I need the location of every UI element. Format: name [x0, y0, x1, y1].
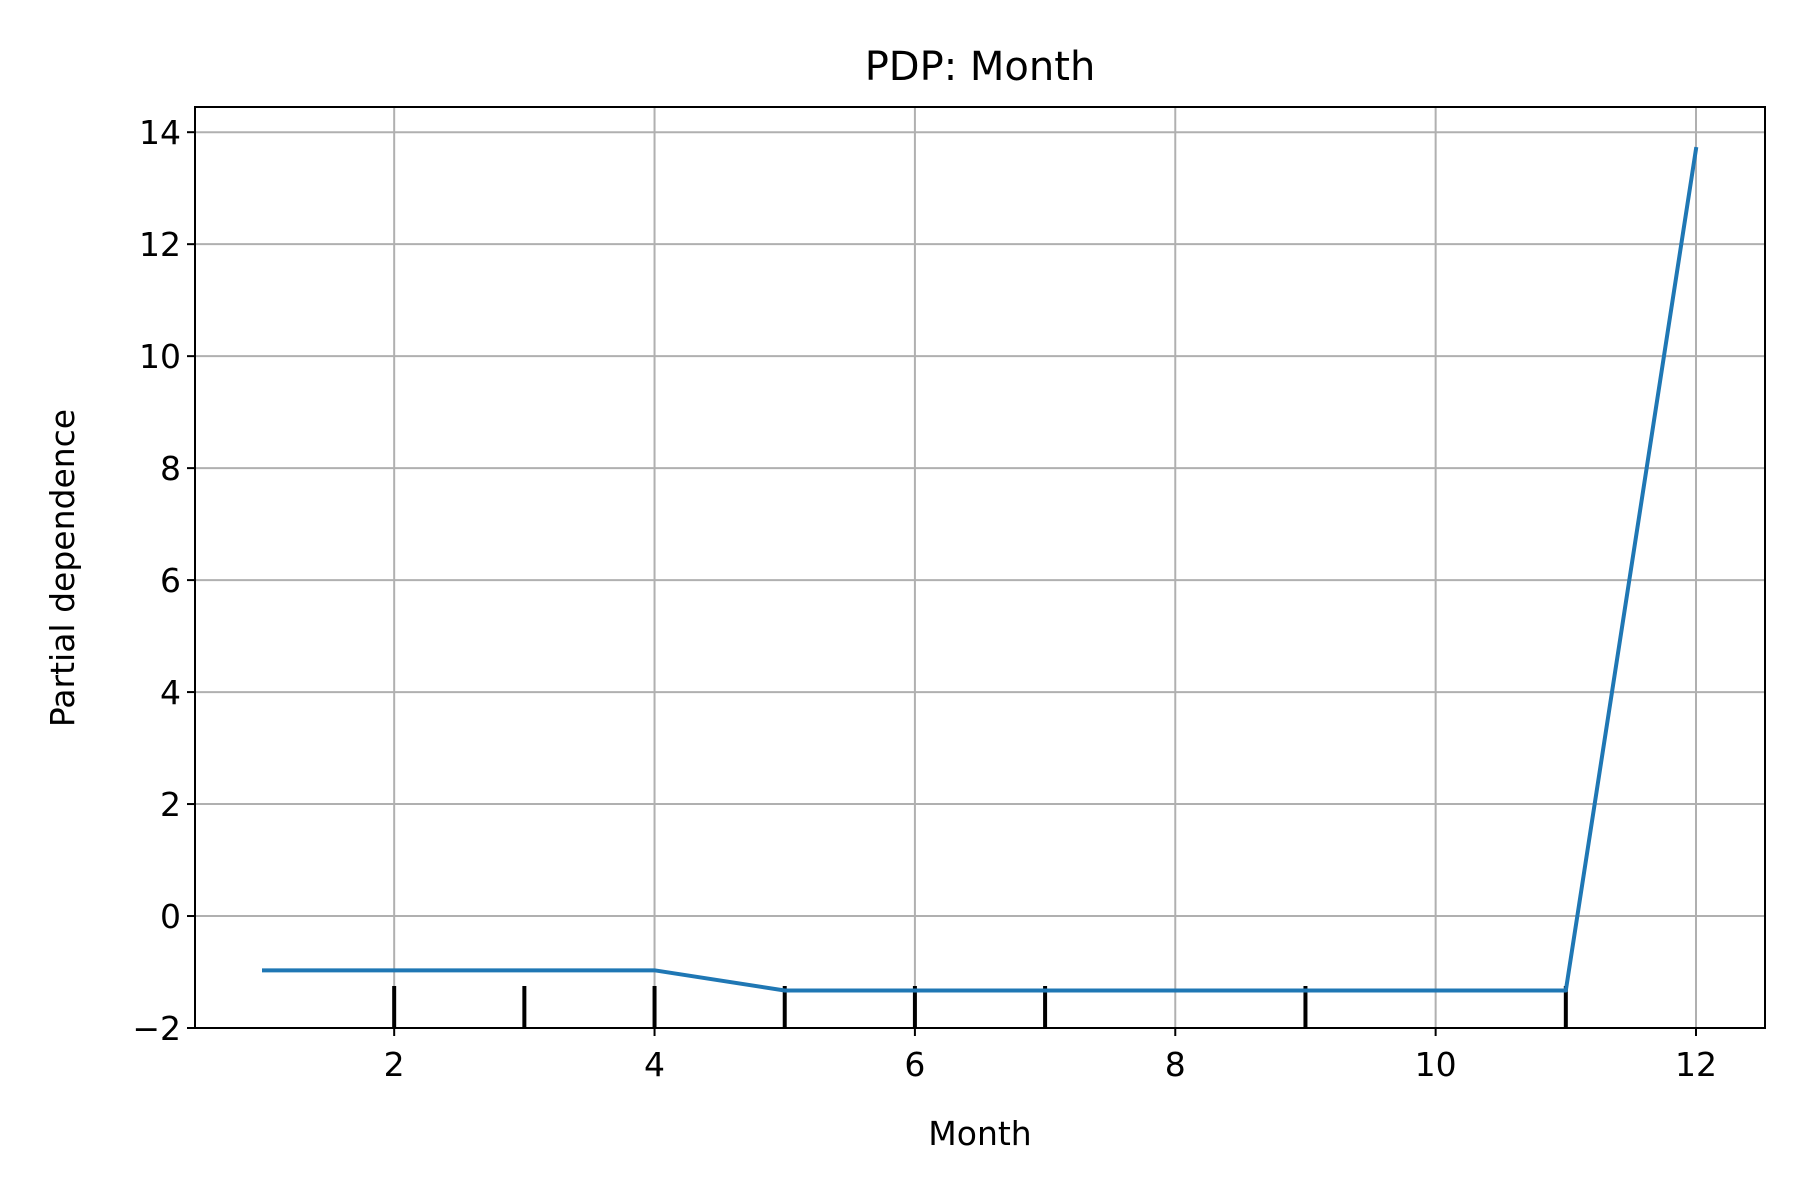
- y-tick-label-6: 10: [139, 337, 181, 376]
- x-tick-label-5: 12: [1675, 1045, 1717, 1084]
- y-axis-ticks: −2 0 2 4 6 8 10 12 14: [132, 113, 195, 1048]
- series-layer: [262, 146, 1699, 993]
- series-line-0: [262, 146, 1699, 993]
- plot-frame: [194, 106, 1766, 1029]
- x-tick-label-0: 2: [384, 1045, 405, 1084]
- grid: [195, 107, 1765, 1029]
- y-tick-label-1: 0: [160, 897, 181, 936]
- y-tick-label-5: 8: [160, 449, 181, 488]
- x-axis-ticks: 2 4 6 8 10 12: [384, 1028, 1717, 1084]
- chart-title: PDP: Month: [865, 44, 1096, 90]
- y-tick-label-7: 12: [139, 225, 181, 264]
- y-tick-label-0: −2: [132, 1009, 181, 1048]
- x-axis-label: Month: [928, 1114, 1031, 1153]
- y-tick-label-4: 6: [160, 561, 181, 600]
- y-tick-label-3: 4: [160, 673, 181, 712]
- y-axis-label: Partial dependence: [43, 409, 82, 727]
- x-tick-label-3: 8: [1165, 1045, 1186, 1084]
- rug-marks: [392, 986, 1568, 1028]
- x-tick-label-2: 6: [904, 1045, 925, 1084]
- x-tick-label-4: 10: [1415, 1045, 1457, 1084]
- y-tick-label-2: 2: [160, 785, 181, 824]
- x-tick-label-1: 4: [644, 1045, 665, 1084]
- y-tick-label-8: 14: [139, 113, 181, 152]
